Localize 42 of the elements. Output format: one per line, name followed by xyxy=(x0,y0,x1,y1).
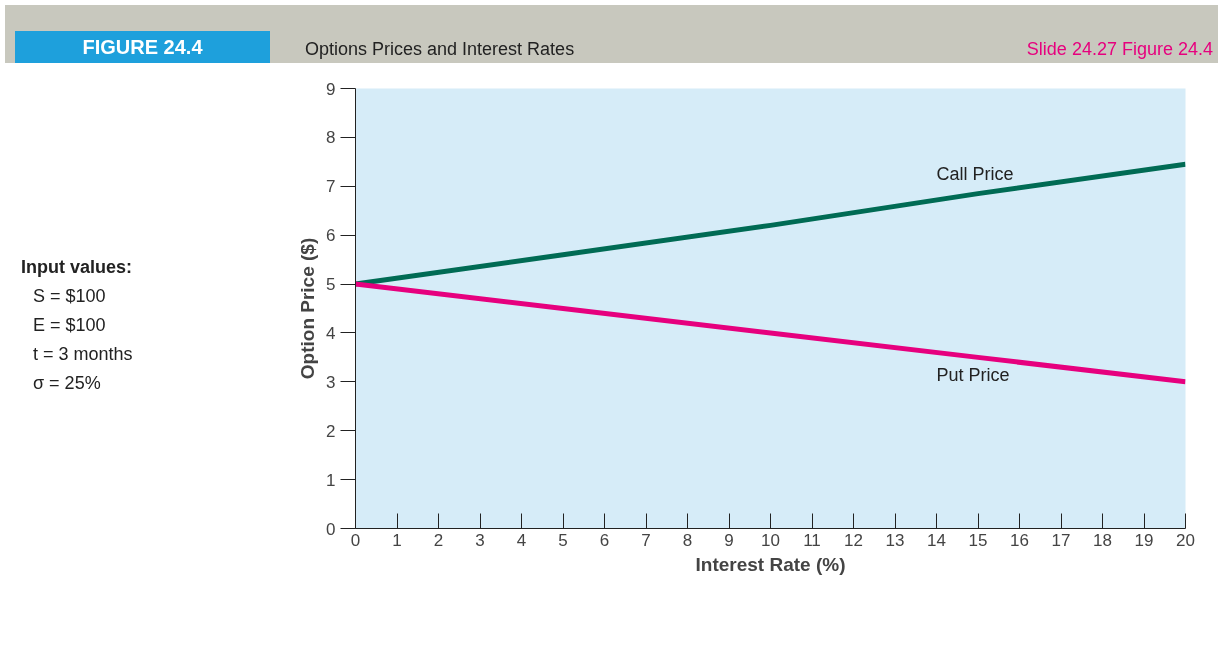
y-tick-label: 2 xyxy=(326,421,336,441)
x-tick-label: 0 xyxy=(350,530,361,550)
text: t = 3 months xyxy=(32,343,133,366)
y-tick-label: 5 xyxy=(326,275,336,295)
y-tick-label: 3 xyxy=(326,372,336,392)
y-tick-label: 6 xyxy=(326,226,336,246)
x-tick-label: 20 xyxy=(1176,530,1195,550)
series-label: Put Price xyxy=(936,364,1010,385)
x-tick-label: 3 xyxy=(475,530,485,550)
x-tick-label: 13 xyxy=(885,530,905,550)
x-tick-label: 19 xyxy=(1134,530,1154,550)
x-tick-label: 2 xyxy=(433,530,444,550)
x-tick-label: 10 xyxy=(761,530,780,550)
x-tick-label: 17 xyxy=(1051,530,1071,550)
x-tick-label: 9 xyxy=(724,530,734,550)
y-tick-label: 8 xyxy=(326,128,336,148)
x-tick-label: 8 xyxy=(682,530,693,550)
x-tick-label: 6 xyxy=(599,530,610,550)
x-tick-label: 18 xyxy=(1093,530,1112,550)
text: E = $100 xyxy=(32,314,107,337)
x-tick-label: 1 xyxy=(392,530,402,550)
y-tick-label: 7 xyxy=(326,177,336,197)
chart-title: Options Prices and Interest Rates xyxy=(305,38,575,61)
y-tick-label: 9 xyxy=(326,79,336,99)
x-tick-label: 11 xyxy=(803,530,821,550)
x-tick-label: 5 xyxy=(558,530,568,550)
text: Input values: xyxy=(21,256,133,279)
x-tick-label: 12 xyxy=(844,530,863,550)
caption: FIGURE 24.4 xyxy=(15,31,270,63)
text: Slide 24.27 Figure 24.4 xyxy=(1026,38,1213,61)
text: S = $100 xyxy=(32,285,107,308)
x-tick-label: 14 xyxy=(927,530,946,550)
x-tick-label: 16 xyxy=(1010,530,1029,550)
x-tick-label: 7 xyxy=(641,530,651,550)
text: σ = 25% xyxy=(32,372,102,395)
y-tick-label: 1 xyxy=(326,470,336,490)
series-label: Call Price xyxy=(936,164,1014,185)
y-axis-title: Option Price ($) xyxy=(297,237,319,380)
x-axis-title: Interest Rate (%) xyxy=(695,553,846,575)
x-tick-label: 15 xyxy=(968,530,988,550)
y-tick-label: 4 xyxy=(326,323,336,343)
x-tick-label: 4 xyxy=(516,530,527,550)
